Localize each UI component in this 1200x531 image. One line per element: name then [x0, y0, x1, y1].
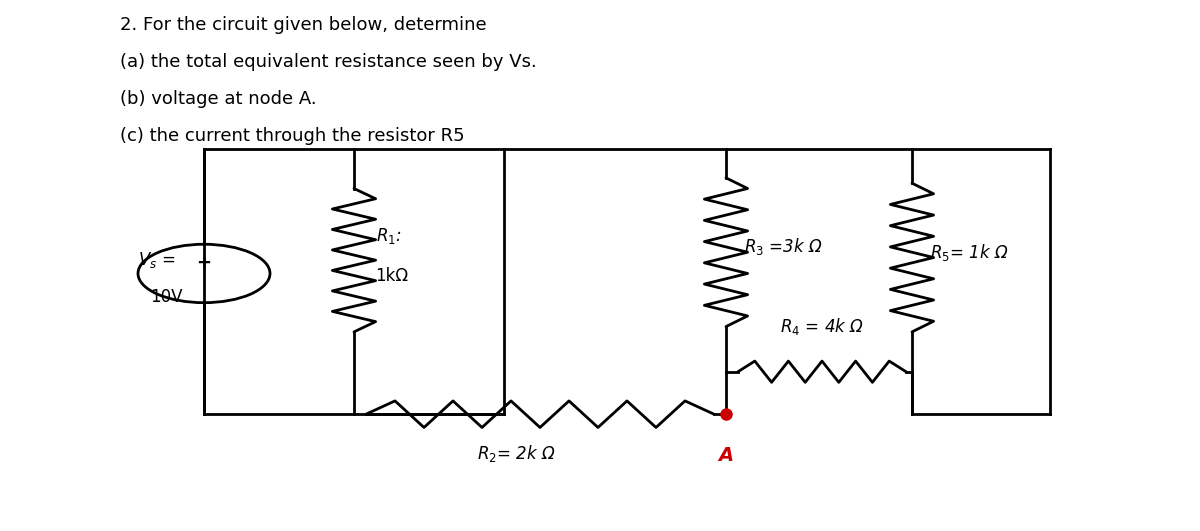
Text: R$_1$:: R$_1$: — [376, 226, 402, 246]
Text: (a) the total equivalent resistance seen by Vs.: (a) the total equivalent resistance seen… — [120, 53, 536, 71]
Text: 1kΩ: 1kΩ — [376, 267, 409, 285]
Text: (c) the current through the resistor R5: (c) the current through the resistor R5 — [120, 127, 464, 145]
Text: A: A — [719, 446, 733, 465]
Text: 10V: 10V — [150, 288, 182, 306]
Text: (b) voltage at node A.: (b) voltage at node A. — [120, 90, 317, 108]
Text: 2. For the circuit given below, determine: 2. For the circuit given below, determin… — [120, 16, 487, 34]
Text: V$_s$ =: V$_s$ = — [138, 250, 175, 270]
Text: +: + — [197, 254, 211, 272]
Text: R$_3$ =3k Ω: R$_3$ =3k Ω — [744, 236, 823, 258]
Text: R$_2$= 2k Ω: R$_2$= 2k Ω — [476, 443, 556, 465]
Text: R$_5$= 1k Ω: R$_5$= 1k Ω — [930, 242, 1009, 263]
Text: R$_4$ = 4k Ω: R$_4$ = 4k Ω — [780, 316, 864, 337]
